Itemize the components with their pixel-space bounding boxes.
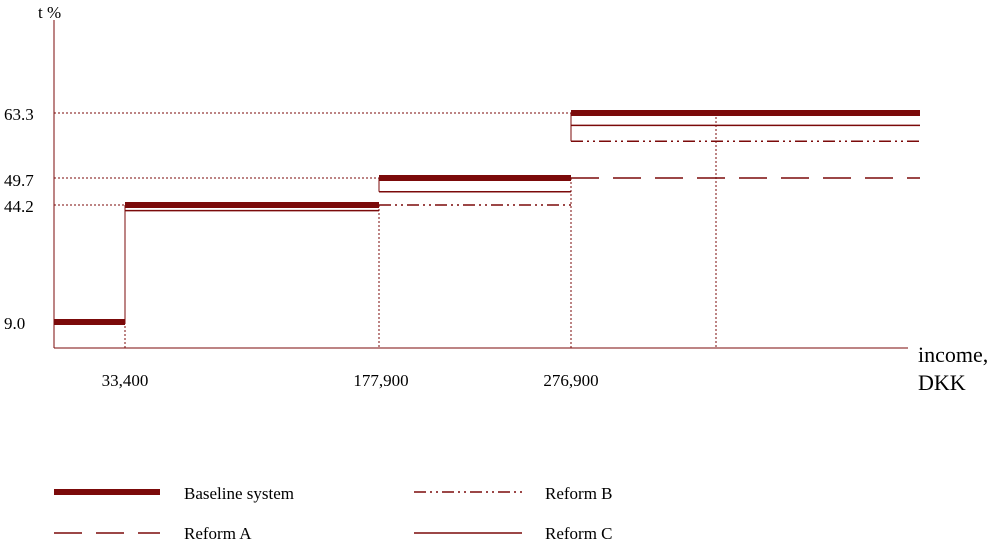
legend-label-reform-a: Reform A bbox=[184, 524, 252, 543]
x-axis-label: income, bbox=[918, 342, 988, 367]
y-tick-label-44-2: 44.2 bbox=[4, 197, 34, 216]
x-axis-label-unit: DKK bbox=[918, 370, 966, 395]
guide-lines bbox=[54, 112, 717, 348]
y-tick-label-63-3: 63.3 bbox=[4, 105, 34, 124]
y-tick-label-49-7: 49.7 bbox=[4, 171, 34, 190]
series-layer bbox=[54, 110, 920, 325]
x-tick-label-276900: 276,900 bbox=[543, 371, 598, 390]
x-tick-label-177900: 177,900 bbox=[353, 371, 408, 390]
legend-label-reform-b: Reform B bbox=[545, 484, 613, 503]
x-tick-label-33400: 33,400 bbox=[102, 371, 149, 390]
legend: Baseline system Reform A Reform B Reform… bbox=[54, 484, 613, 543]
y-axis-label: t % bbox=[38, 3, 61, 22]
y-tick-label-9-0: 9.0 bbox=[4, 314, 25, 333]
legend-label-reform-c: Reform C bbox=[545, 524, 613, 543]
legend-label-baseline: Baseline system bbox=[184, 484, 294, 503]
